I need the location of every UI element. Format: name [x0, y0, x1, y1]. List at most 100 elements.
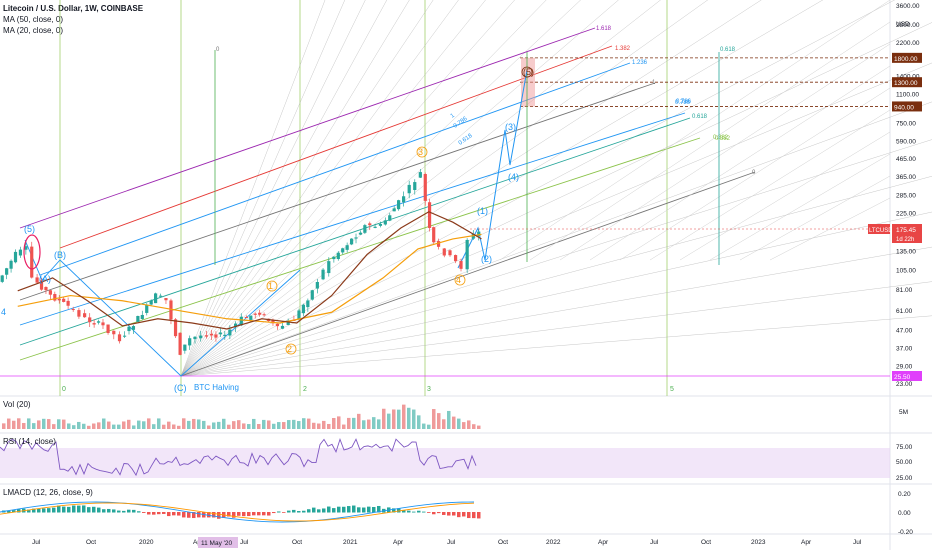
volume-bar	[397, 409, 401, 429]
volume-bar	[247, 424, 251, 429]
macd-histogram	[287, 510, 291, 513]
volume-bar	[372, 417, 376, 429]
volume-bar	[287, 420, 291, 429]
candle-body	[363, 225, 367, 233]
candle-body	[214, 334, 218, 338]
candle-body	[402, 196, 406, 203]
vol-pane-title[interactable]: Vol (20)	[3, 400, 31, 409]
price-tick: 225.00	[896, 210, 916, 217]
candle-body	[53, 294, 57, 301]
macd-histogram	[172, 512, 176, 516]
volume-bar	[7, 418, 11, 429]
macd-histogram	[27, 509, 31, 513]
candle-body	[244, 316, 248, 318]
fan-line	[180, 0, 515, 377]
volume-bar	[112, 424, 116, 429]
macd-histogram	[422, 511, 426, 513]
macd-histogram	[237, 512, 241, 516]
fan-line	[739, 175, 891, 261]
candle-body	[407, 184, 411, 194]
macd-pane-title[interactable]: LMACD (12, 26, close, 9)	[3, 488, 93, 497]
volume-bar	[252, 418, 256, 429]
volume-bar	[282, 422, 286, 429]
macd-histogram	[412, 511, 416, 513]
volume-bar	[117, 424, 121, 429]
ma20-legend[interactable]: MA (20, close, 0)	[3, 26, 64, 35]
volume-bar	[142, 421, 146, 429]
candle-body	[262, 314, 266, 316]
volume-bar	[42, 418, 46, 429]
candle-body	[57, 298, 61, 301]
volume-bar	[102, 418, 106, 429]
macd-histogram	[462, 512, 466, 517]
candle-body	[218, 332, 222, 335]
macd-histogram	[302, 510, 306, 513]
macd-histogram	[177, 512, 181, 516]
time-tick: Jul	[650, 539, 659, 546]
volume-bar	[177, 425, 181, 429]
candle-body	[397, 200, 401, 210]
price-badge	[892, 52, 922, 63]
wave-label: (2)	[481, 254, 492, 264]
candle-body	[44, 287, 48, 291]
ma50-legend[interactable]: MA (50, close, 0)	[3, 15, 64, 24]
wave-label: 4	[1, 307, 6, 317]
ma20-line	[17, 211, 482, 330]
wave-circle	[416, 146, 428, 158]
macd-histogram	[157, 512, 161, 515]
time-tick: Jul	[32, 539, 41, 546]
candle-body	[199, 335, 203, 339]
macd-histogram	[277, 511, 281, 513]
volume-bar	[187, 420, 191, 429]
price-tick: 1100.00	[896, 92, 919, 99]
wave-label: 2	[287, 344, 292, 354]
time-tick: 2022	[546, 539, 561, 546]
volume-bar	[257, 424, 261, 429]
price-tick: 750.00	[896, 120, 916, 127]
annotation-labels: (5) (B) (A) (C) 4 1 2 3 4 (1) (2) (3) (4) (5) BTC Halv…	[1, 66, 691, 393]
fan-line	[180, 0, 486, 377]
volume-bar	[352, 417, 356, 429]
vol-axis-label: 5M	[899, 409, 908, 416]
macd-histogram	[327, 506, 331, 513]
price-tick: 2800.00	[896, 22, 920, 29]
candle-body	[349, 238, 354, 245]
macd-histogram	[147, 512, 151, 515]
fan-line	[180, 101, 932, 377]
volume-bar	[207, 425, 211, 429]
macd-histogram	[252, 512, 256, 516]
price-tick: 81.00	[896, 287, 913, 294]
volume-bar	[442, 419, 446, 429]
fib-label: 1.618	[596, 26, 612, 32]
fan-line	[180, 0, 709, 377]
fib-label: 0.786	[675, 100, 691, 106]
volume-bar	[32, 423, 36, 429]
candle-body	[154, 293, 158, 304]
fan-line	[529, 21, 891, 261]
projection-path	[457, 69, 528, 269]
candle-body	[140, 314, 144, 320]
candle-body	[459, 261, 463, 269]
fan-line	[649, 109, 891, 261]
candle-body	[253, 313, 257, 315]
time-tick: 2023	[751, 539, 766, 546]
measure-label: 0	[216, 47, 220, 53]
macd-histogram	[372, 507, 376, 513]
macd-histogram	[282, 512, 286, 513]
time-tick: Oct	[86, 539, 96, 546]
macd-histogram	[407, 510, 411, 513]
rsi-pane-title[interactable]: RSI (14, close)	[3, 437, 56, 446]
macd-histogram	[12, 510, 16, 513]
fib-label: 0.382	[713, 135, 729, 141]
fan-line	[180, 246, 932, 377]
macd-histogram	[247, 512, 251, 517]
candle-body	[209, 333, 214, 336]
macd-tick: -0.20	[898, 529, 913, 536]
currency-label: USD	[896, 21, 910, 28]
candle-body	[106, 324, 110, 333]
time-highlight	[198, 537, 238, 548]
volume-bar	[427, 424, 431, 429]
candle-body	[136, 316, 140, 322]
volume-bar	[342, 424, 346, 429]
